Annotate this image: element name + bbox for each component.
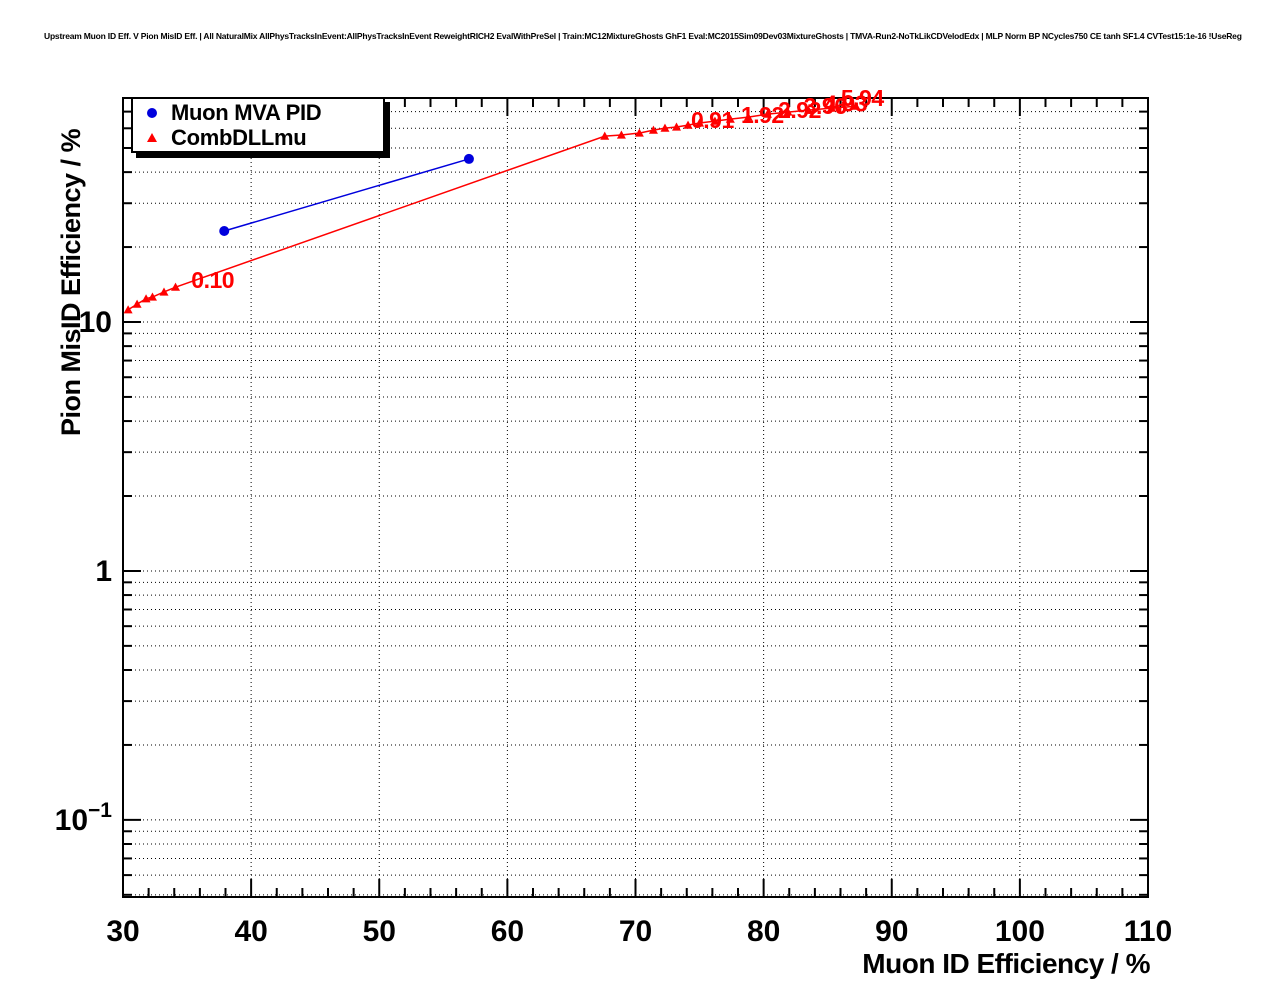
data-point-triangle	[600, 131, 610, 140]
series-line	[127, 105, 856, 311]
data-point-triangle	[783, 107, 793, 116]
x-tick-label: 100	[995, 915, 1045, 948]
cut-value-label: 5.94	[841, 85, 884, 111]
x-tick-label: 40	[234, 915, 267, 948]
x-axis-title: Muon ID Efficiency / %	[862, 948, 1150, 979]
legend-entry-muon-mva-pid: Muon MVA PID	[133, 100, 383, 125]
data-point-circle	[463, 153, 474, 164]
data-point-triangle	[710, 116, 720, 125]
x-tick-label: 30	[106, 915, 139, 948]
cut-value-label: 1.92	[741, 102, 784, 128]
legend-entry-combdllmu: CombDLLmu	[133, 125, 383, 150]
triangle-marker-icon	[147, 133, 157, 142]
y-tick-label: 10−1	[55, 799, 113, 837]
grid-layer	[123, 98, 1148, 897]
legend: Muon MVA PID CombDLLmu	[131, 97, 385, 153]
data-point-triangle	[762, 109, 772, 118]
legend-label: CombDLLmu	[171, 124, 307, 150]
data-point-triangle	[803, 105, 813, 114]
y-axis-title: Pion MisID Efficiency / %	[56, 128, 86, 436]
data-point-circle	[219, 226, 230, 237]
data-point-triangle	[672, 122, 681, 131]
cut-value-label: 2.92	[778, 97, 821, 123]
x-tick-label: 80	[747, 915, 780, 948]
series-line	[224, 158, 470, 232]
x-tick-label: 90	[875, 915, 908, 948]
data-point-triangle	[725, 114, 735, 123]
x-tick-label: 60	[491, 915, 524, 948]
data-point-triangle	[648, 125, 658, 134]
data-point-triangle	[683, 120, 693, 129]
cut-value-label: 0.10	[191, 267, 234, 293]
plot-title: Upstream Muon ID Eff. V Pion MisID Eff. …	[44, 31, 1242, 41]
cut-value-label: 4.93	[824, 90, 867, 116]
x-tick-label: 110	[1124, 915, 1172, 948]
data-point-triangle	[616, 130, 626, 139]
data-point-triangle	[159, 287, 169, 296]
data-point-triangle	[660, 123, 670, 132]
x-tick-label: 70	[619, 915, 652, 948]
data-point-triangle	[171, 282, 181, 291]
data-point-triangle	[851, 101, 861, 110]
data-point-triangle	[743, 112, 753, 121]
series-combdllmu	[123, 101, 861, 314]
data-point-triangle	[827, 103, 837, 112]
data-point-triangle	[634, 128, 644, 137]
data-point-triangle	[695, 118, 705, 127]
data-point-triangle	[147, 292, 157, 301]
cut-value-label: 3.96	[804, 93, 847, 119]
data-point-triangle	[123, 305, 133, 314]
circle-marker-icon	[147, 107, 157, 118]
legend-marker-cell	[133, 133, 171, 142]
y-tick-label: 10	[79, 306, 112, 339]
legend-label: Muon MVA PID	[171, 99, 322, 125]
x-tick-label: 50	[363, 915, 396, 948]
cut-value-label: 0.91	[691, 107, 734, 133]
y-tick-label: 1	[95, 555, 112, 588]
plot-frame	[122, 97, 1149, 898]
legend-marker-cell	[133, 107, 171, 118]
data-point-triangle	[132, 299, 142, 308]
series-muon-mva-pid	[219, 153, 474, 237]
axes-layer	[122, 97, 1149, 898]
